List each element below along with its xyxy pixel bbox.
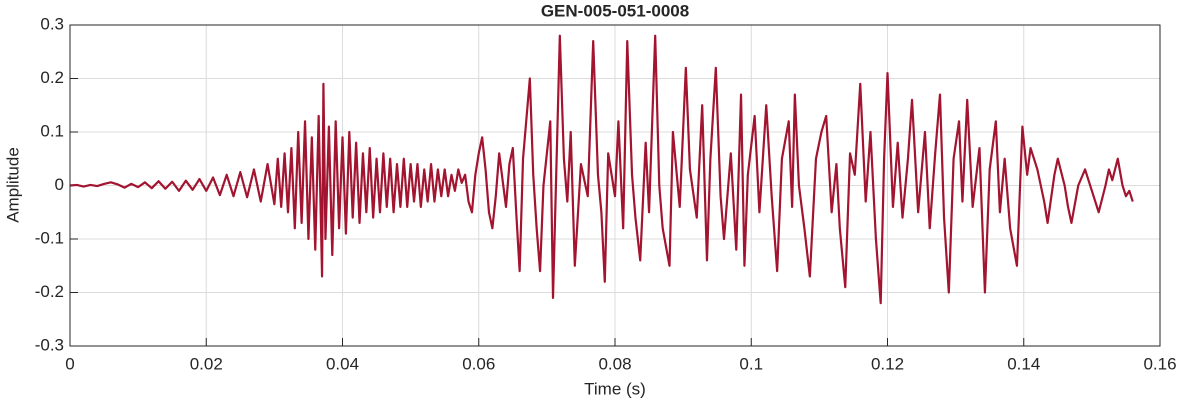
x-tick-label: 0.08 <box>598 354 631 373</box>
x-tick-label: 0.12 <box>871 354 904 373</box>
x-axis-label: Time (s) <box>584 379 646 398</box>
y-tick-label: 0.2 <box>40 68 64 87</box>
y-tick-label: -0.1 <box>35 228 64 247</box>
y-tick-label: 0.3 <box>40 14 64 33</box>
y-tick-label: -0.2 <box>35 282 64 301</box>
x-tick-label: 0.04 <box>326 354 359 373</box>
plot-frame <box>69 24 1161 347</box>
x-tick-label: 0.06 <box>462 354 495 373</box>
x-tick-label: 0.1 <box>739 354 763 373</box>
x-tick-label: 0.02 <box>190 354 223 373</box>
x-tick-label: 0.14 <box>1007 354 1040 373</box>
waveform-line <box>69 34 1134 305</box>
y-tick-label: -0.3 <box>35 335 64 354</box>
y-axis-label: Amplitude <box>3 147 22 223</box>
x-tick-label: 0 <box>65 354 74 373</box>
y-tick-label: 0.1 <box>40 121 64 140</box>
x-tick-label: 0.16 <box>1143 354 1176 373</box>
y-tick-label: 0 <box>55 175 64 194</box>
chart-title: GEN-005-051-0008 <box>541 1 689 20</box>
